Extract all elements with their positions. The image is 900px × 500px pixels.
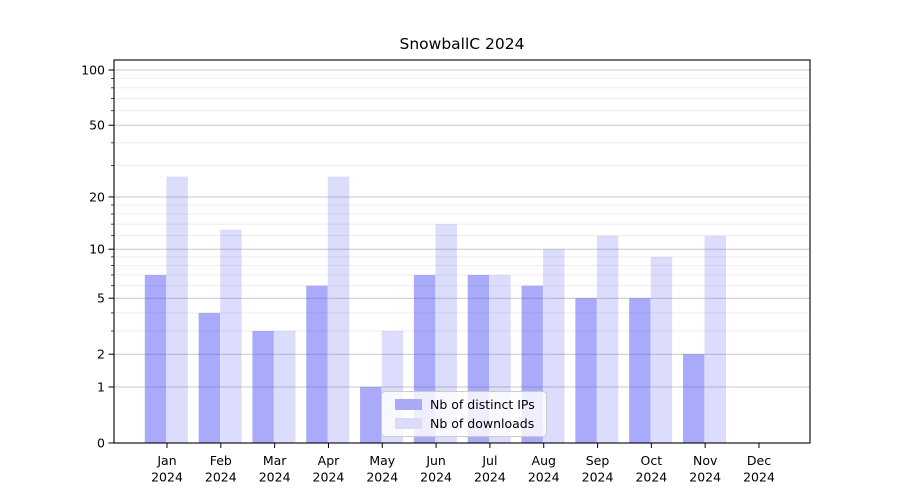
y-tick-label: 2: [97, 347, 105, 362]
chart-title: SnowballC 2024: [399, 35, 525, 53]
x-tick-label-month: Jan: [156, 453, 176, 468]
y-tick-label: 50: [89, 118, 105, 133]
x-tick-label-month: Feb: [210, 453, 232, 468]
bar-ips-may: [360, 386, 382, 443]
x-tick-label-month: May: [369, 453, 395, 468]
x-tick-label-year: 2024: [151, 470, 183, 485]
x-tick-label-month: Mar: [263, 453, 287, 468]
x-tick-label-year: 2024: [743, 470, 775, 485]
x-tick-label-month: Aug: [532, 453, 556, 468]
bar-downloads-mar: [274, 330, 296, 443]
bar-downloads-jun: [435, 224, 457, 443]
bar-downloads-jan: [166, 176, 188, 443]
x-tick-label-year: 2024: [635, 470, 667, 485]
x-tick-label-year: 2024: [366, 470, 398, 485]
legend-label-downloads: Nb of downloads: [430, 416, 535, 431]
bar-downloads-sep: [596, 235, 619, 443]
bar-ips-apr: [306, 285, 328, 443]
x-tick-label-year: 2024: [313, 470, 345, 485]
bar-downloads-feb: [220, 229, 242, 443]
x-tick-label-month: Apr: [318, 453, 340, 468]
bar-ips-nov: [682, 354, 705, 443]
y-tick-label: 0: [97, 435, 105, 450]
x-tick-label-month: Nov: [693, 453, 718, 468]
bar-downloads-oct: [650, 256, 673, 443]
x-tick-label-year: 2024: [528, 470, 560, 485]
bar-ips-feb: [198, 312, 221, 443]
x-tick-label-year: 2024: [689, 470, 721, 485]
bar-ips-jan: [144, 274, 167, 443]
x-tick-label-year: 2024: [474, 470, 506, 485]
bar-ips-sep: [575, 298, 597, 443]
legend: Nb of distinct IPs Nb of downloads: [381, 391, 547, 437]
y-tick-label: 100: [81, 62, 105, 77]
x-tick-label-year: 2024: [259, 470, 291, 485]
x-tick-label-month: Jul: [481, 453, 497, 468]
legend-swatch-downloads: [395, 418, 422, 429]
legend-swatch-distinct-ips: [395, 399, 422, 410]
y-tick-label: 1: [97, 379, 105, 394]
bar-downloads-apr: [327, 176, 350, 443]
y-tick-label: 5: [97, 291, 105, 306]
x-tick-label-month: Jun: [425, 453, 446, 468]
x-tick-label-year: 2024: [420, 470, 452, 485]
bar-ips-mar: [252, 330, 274, 443]
x-tick-label-month: Oct: [641, 453, 663, 468]
plot-border: [113, 59, 811, 444]
bar-ips-oct: [629, 298, 651, 443]
y-tick-label: 20: [89, 189, 105, 204]
bar-downloads-nov: [704, 235, 726, 443]
y-tick-label: 10: [89, 242, 105, 257]
legend-item-distinct-ips: Nb of distinct IPs: [395, 397, 546, 412]
legend-item-downloads: Nb of downloads: [395, 416, 546, 431]
x-tick-label-month: Dec: [747, 453, 771, 468]
x-tick-label-year: 2024: [582, 470, 614, 485]
x-tick-label-year: 2024: [205, 470, 237, 485]
bar-downloads-aug: [543, 249, 565, 443]
x-tick-label-month: Sep: [586, 453, 610, 468]
legend-label-distinct-ips: Nb of distinct IPs: [430, 397, 535, 412]
